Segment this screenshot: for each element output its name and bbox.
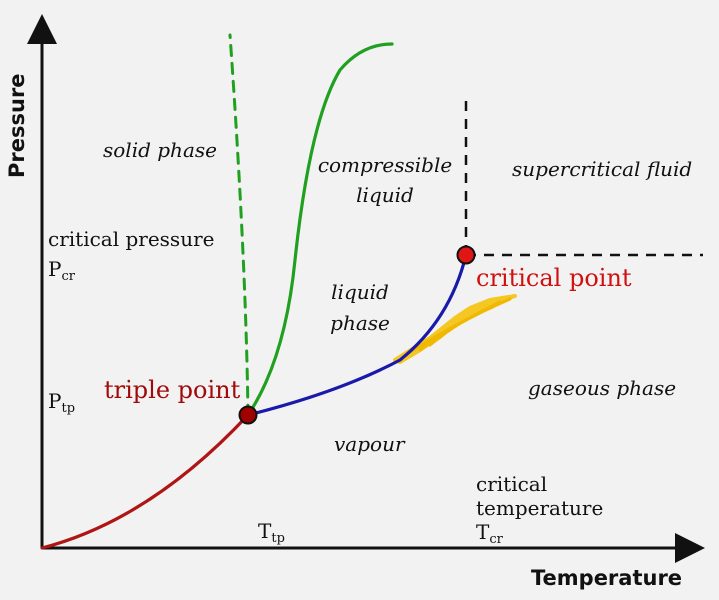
- t-cr-label: Tcr: [476, 520, 504, 547]
- compressible-liquid-label-line2: liquid: [356, 183, 414, 207]
- critical-temperature-label-line2: temperature: [476, 496, 603, 520]
- sublimation-curve: [40, 413, 250, 550]
- p-tp-sub: tp: [61, 401, 75, 416]
- fusion-curve: [246, 42, 394, 417]
- x-axis-label: Temperature: [531, 566, 682, 590]
- vaporization-curve: [246, 253, 468, 417]
- t-tp-sub: tp: [271, 531, 285, 546]
- triple-point-label: triple point: [104, 376, 241, 404]
- critical-temperature-label-line1: critical: [476, 472, 547, 496]
- gaseous-phase-label: gaseous phase: [528, 376, 676, 400]
- triple-point-marker: [238, 405, 258, 425]
- p-tp-main: P: [48, 389, 61, 413]
- p-cr-sub: cr: [61, 269, 75, 284]
- p-cr-label: Pcr: [48, 257, 76, 284]
- critical-point-label: critical point: [476, 264, 632, 292]
- p-tp-label: Ptp: [48, 389, 75, 416]
- vapour-label: vapour: [334, 432, 406, 456]
- compressible-liquid-label-line1: compressible: [318, 153, 452, 177]
- t-cr-sub: cr: [489, 532, 503, 547]
- critical-point-marker: [456, 245, 476, 265]
- critical-pressure-label: critical pressure: [48, 227, 214, 251]
- supercritical-fluid-label: supercritical fluid: [512, 157, 692, 181]
- solid-phase-label: solid phase: [103, 138, 217, 162]
- y-axis-label: Pressure: [5, 73, 29, 178]
- t-cr-main: T: [476, 520, 490, 544]
- anomalous-fusion-curve: [228, 33, 250, 417]
- liquid-phase-label-line2: phase: [330, 311, 390, 335]
- t-tp-label: Ttp: [258, 519, 285, 546]
- liquid-phase-label-line1: liquid: [331, 280, 389, 304]
- t-tp-main: T: [258, 519, 272, 543]
- p-cr-main: P: [48, 257, 61, 281]
